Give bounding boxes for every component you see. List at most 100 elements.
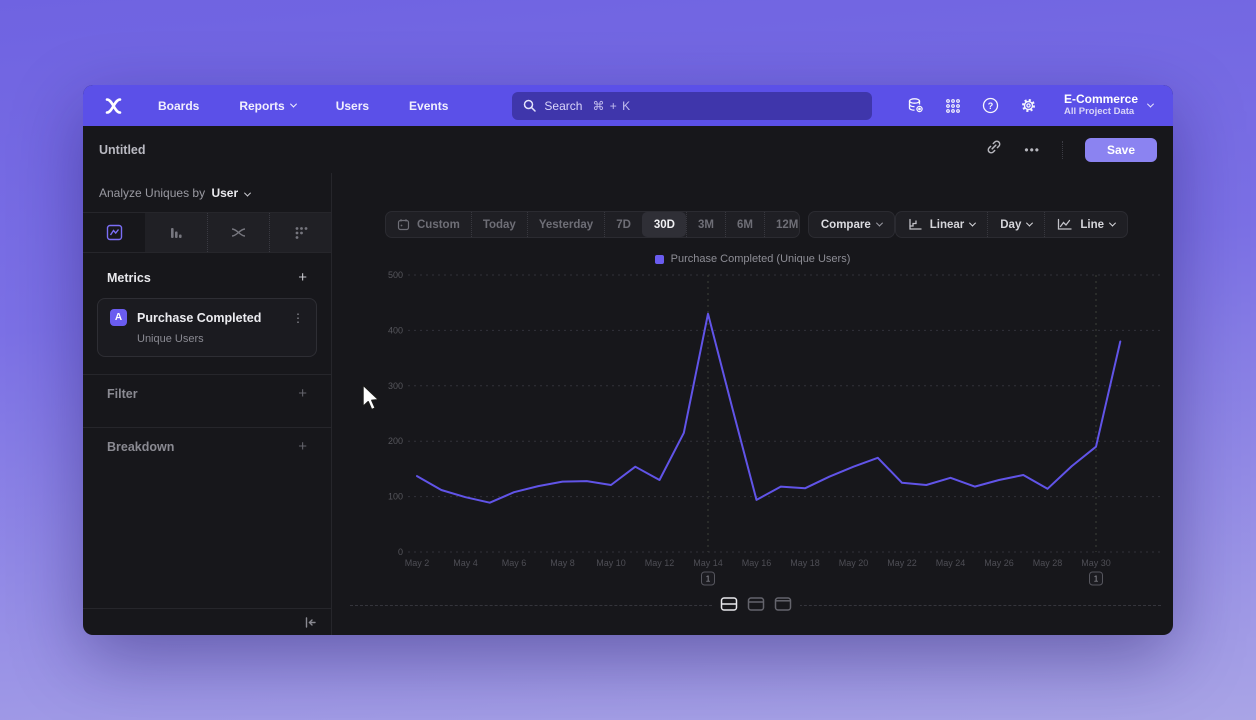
svg-text:May 30: May 30: [1081, 558, 1111, 568]
range-7d[interactable]: 7D: [604, 212, 642, 237]
retention-dots-icon: [295, 226, 307, 239]
nav-item-events[interactable]: Events: [409, 98, 449, 113]
svg-text:May 2: May 2: [405, 558, 430, 568]
line-chart-icon: [1057, 218, 1073, 231]
range-12m[interactable]: 12M: [763, 212, 799, 237]
tab-insights[interactable]: [83, 213, 145, 252]
range-6m[interactable]: 6M: [724, 212, 764, 237]
legend-label: Purchase Completed (Unique Users): [670, 253, 851, 265]
chart-options-group: Linear Day Line: [894, 211, 1128, 238]
range-custom[interactable]: Custom: [386, 212, 471, 237]
svg-text:May 26: May 26: [984, 558, 1014, 568]
sidebar-footer: [83, 608, 331, 635]
chart-size-split-icon[interactable]: [720, 596, 738, 612]
tab-flows[interactable]: [207, 213, 269, 252]
chart-size-large-icon[interactable]: [774, 596, 792, 612]
save-button[interactable]: Save: [1085, 137, 1157, 162]
range-today[interactable]: Today: [470, 212, 527, 237]
nav-item-boards[interactable]: Boards: [158, 98, 200, 113]
analyze-prefix: Analyze: [99, 186, 142, 200]
project-selector[interactable]: E-Commerce All Project Data: [1063, 92, 1155, 118]
breakdown-label: Breakdown: [107, 440, 175, 454]
chart-size-medium-icon[interactable]: [747, 596, 765, 612]
range-30d[interactable]: 30D: [641, 212, 686, 237]
scale-dropdown[interactable]: Linear: [896, 212, 988, 237]
report-type-tabs: [83, 213, 331, 253]
svg-text:500: 500: [388, 270, 403, 280]
svg-text:May 24: May 24: [936, 558, 966, 568]
collapse-sidebar-icon[interactable]: [304, 616, 317, 629]
app-window: Boards Reports Users Events Search ⌘ + K…: [83, 85, 1173, 635]
settings-gear-icon[interactable]: [1020, 97, 1037, 114]
svg-text:May 18: May 18: [790, 558, 820, 568]
project-name: E-Commerce: [1063, 92, 1138, 107]
svg-text:May 4: May 4: [453, 558, 478, 568]
range-3m[interactable]: 3M: [686, 212, 725, 237]
chart-type-dropdown[interactable]: Line: [1044, 212, 1127, 237]
interval-dropdown[interactable]: Day: [987, 212, 1044, 237]
svg-text:May 28: May 28: [1033, 558, 1063, 568]
filter-label: Filter: [107, 387, 138, 401]
add-metric-button[interactable]: +: [298, 269, 307, 286]
svg-text:May 14: May 14: [693, 558, 723, 568]
top-nav: Boards Reports Users Events Search ⌘ + K…: [83, 85, 1173, 126]
funnels-bars-icon: [171, 227, 182, 238]
svg-text:0: 0: [398, 547, 403, 557]
svg-text:1: 1: [1094, 574, 1099, 584]
chart-size-toggles: [711, 596, 800, 612]
query-builder-sidebar: Analyze Uniques by User: [83, 173, 332, 635]
help-icon[interactable]: ?: [982, 97, 999, 114]
share-link-icon[interactable]: [986, 139, 1002, 160]
metric-event-name: Purchase Completed: [137, 310, 262, 325]
add-breakdown-button[interactable]: +: [298, 438, 307, 455]
search-shortcut: ⌘ + K: [592, 98, 632, 113]
metric-menu-button[interactable]: ⋮: [292, 310, 304, 325]
nav-item-reports[interactable]: Reports: [239, 99, 297, 113]
svg-text:May 6: May 6: [502, 558, 527, 568]
svg-text:May 16: May 16: [742, 558, 772, 568]
filter-section: Filter +: [83, 375, 331, 413]
search-input[interactable]: Search ⌘ + K: [512, 91, 873, 120]
mixpanel-logo-icon[interactable]: [103, 96, 124, 116]
add-filter-button[interactable]: +: [298, 385, 307, 402]
project-scope: All Project Data: [1063, 105, 1135, 117]
chevron-down-icon: [244, 189, 252, 197]
report-header: Untitled ••• Save: [83, 126, 1173, 173]
line-chart-area[interactable]: 0 100 200 300 400 500 May 2 May 4 May 6 May 8 May …: [332, 265, 1173, 599]
tab-retention[interactable]: [269, 213, 331, 252]
analyze-connector: by: [192, 186, 206, 200]
compare-button[interactable]: Compare: [807, 211, 895, 238]
chart-legend[interactable]: Purchase Completed (Unique Users): [332, 253, 1173, 265]
svg-text:May 20: May 20: [839, 558, 869, 568]
metrics-section: Metrics +: [83, 253, 331, 285]
analyze-measurement: Uniques: [145, 186, 190, 200]
report-title[interactable]: Untitled: [99, 142, 146, 157]
metric-card[interactable]: A Purchase Completed ⋮ Unique Users: [97, 298, 317, 357]
apps-grid-icon[interactable]: [945, 98, 961, 114]
svg-text:?: ?: [988, 101, 994, 111]
more-menu-button[interactable]: •••: [1024, 142, 1040, 157]
svg-text:300: 300: [388, 381, 403, 391]
divider: [1062, 140, 1063, 159]
metric-badge: A: [110, 309, 127, 326]
date-range-group: Custom Today Yesterday 7D 30D 3M 6M 12M: [385, 211, 800, 238]
svg-text:400: 400: [388, 325, 403, 335]
tab-funnels[interactable]: [145, 213, 207, 252]
svg-text:200: 200: [388, 436, 403, 446]
line-chart: 0 100 200 300 400 500 May 2 May 4 May 6 May 8 May …: [388, 270, 1160, 586]
nav-item-users[interactable]: Users: [335, 98, 370, 113]
metric-measure[interactable]: Unique Users: [137, 333, 204, 345]
metrics-label: Metrics: [107, 271, 151, 285]
data-management-icon[interactable]: [907, 97, 924, 114]
range-yesterday[interactable]: Yesterday: [526, 212, 604, 237]
analyze-entity-dropdown[interactable]: User: [211, 186, 239, 200]
chart-panel: Custom Today Yesterday 7D 30D 3M 6M 12M …: [332, 173, 1173, 635]
search-placeholder: Search: [544, 98, 583, 113]
flows-icon: [231, 228, 246, 237]
svg-text:May 10: May 10: [596, 558, 626, 568]
svg-text:1: 1: [706, 574, 711, 584]
chart-footer: [350, 596, 1161, 635]
svg-text:May 8: May 8: [550, 558, 575, 568]
svg-text:May 22: May 22: [887, 558, 917, 568]
